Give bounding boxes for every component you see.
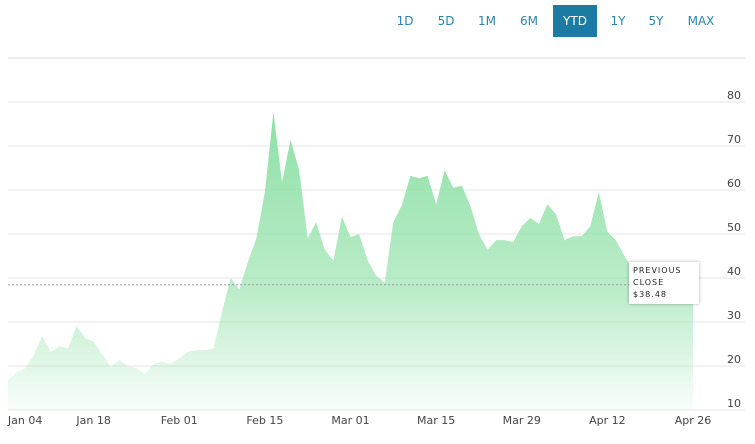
range-button[interactable]: MAX [687, 14, 715, 28]
range-button[interactable]: 5D [437, 14, 455, 28]
x-tick-label: Apr 26 [675, 414, 712, 427]
x-tick-label: Jan 04 [7, 414, 42, 427]
x-tick-label: Mar 01 [331, 414, 369, 427]
y-tick-label: 70 [727, 133, 741, 146]
x-tick-label: Feb 15 [246, 414, 283, 427]
x-tick-label: Feb 01 [161, 414, 198, 427]
x-tick-label: Mar 29 [503, 414, 541, 427]
previous-close-value: $38.48 [633, 290, 667, 299]
y-tick-label: 20 [727, 353, 741, 366]
range-button[interactable]: 1D [396, 14, 414, 28]
y-tick-label: 10 [727, 397, 741, 410]
x-tick-label: Jan 18 [75, 414, 110, 427]
x-tick-label: Apr 12 [589, 414, 626, 427]
range-button[interactable]: 1M [478, 14, 496, 28]
range-button[interactable]: 5Y [648, 14, 664, 28]
y-tick-label: 40 [727, 265, 741, 278]
y-tick-label: 80 [727, 89, 741, 102]
price-area [8, 112, 693, 411]
range-button[interactable]: YTD [553, 5, 597, 37]
y-tick-label: 50 [727, 221, 741, 234]
y-tick-label: 60 [727, 177, 741, 190]
previous-close-label: PREVIOUS CLOSE $38.48 [629, 262, 699, 304]
x-tick-label: Mar 15 [417, 414, 455, 427]
previous-close-title: PREVIOUS CLOSE [633, 266, 682, 287]
y-tick-label: 30 [727, 309, 741, 322]
range-button[interactable]: 6M [520, 14, 538, 28]
range-button[interactable]: 1Y [610, 14, 626, 28]
